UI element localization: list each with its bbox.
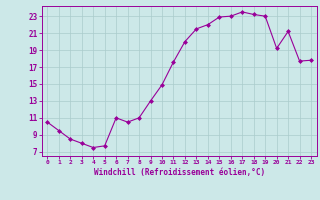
X-axis label: Windchill (Refroidissement éolien,°C): Windchill (Refroidissement éolien,°C) <box>94 168 265 177</box>
